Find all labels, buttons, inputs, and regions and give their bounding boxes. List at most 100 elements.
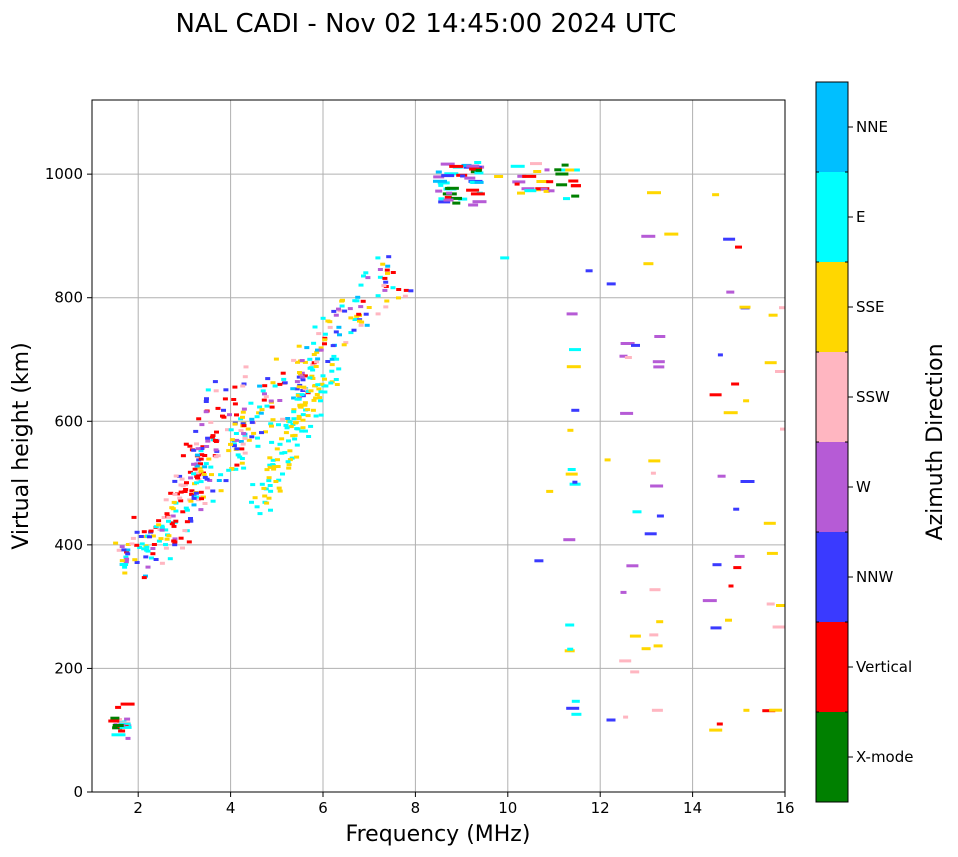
f-trace-main-mark-141 [360, 299, 366, 303]
column-14-6-mark-11 [709, 393, 722, 397]
colorbar-tick-label-1: Vertical [856, 658, 912, 676]
f-trace-main-mark-307 [280, 371, 286, 375]
f-trace-main-mark-142 [402, 294, 408, 298]
f-trace-main-mark-163 [173, 509, 179, 513]
x-tick-label-5: 12 [591, 799, 610, 817]
f-trace-main-mark-176 [166, 519, 171, 523]
f-trace-vertical-mark-66 [189, 489, 195, 493]
high-cluster-8-9-mark-15 [438, 200, 451, 204]
f-trace-vertical-mark-52 [167, 557, 173, 561]
f-trace-upper-cyan-mark-45 [279, 437, 285, 441]
f-trace-main-mark-90 [164, 512, 170, 516]
low-layer-echoes-mark-18 [118, 729, 126, 733]
f-trace-main-mark-311 [273, 357, 279, 361]
high-cluster-8-9-mark-40 [469, 180, 475, 184]
column-14-6-mark-8 [728, 584, 734, 588]
f-trace-upper-cyan-mark-65 [271, 465, 277, 469]
f-trace-main-mark-305 [237, 455, 243, 459]
high-cluster-10-11-mark-5 [510, 164, 525, 168]
column-14-6-mark-19 [735, 245, 742, 249]
f-trace-main-mark-53 [269, 424, 274, 428]
f-trace-upper-cyan-mark-63 [317, 396, 323, 400]
column-12-9-mark-15 [620, 411, 634, 415]
colorbar-segment-w [816, 442, 848, 532]
f-trace-main-mark-255 [191, 503, 197, 507]
high-cluster-10-11-mark-23 [561, 163, 569, 167]
column-12-9-mark-19 [624, 356, 632, 359]
column-11-4-mark-4 [566, 365, 581, 369]
f-trace-main-mark-132 [270, 381, 276, 385]
f-trace-main-mark-274 [116, 548, 122, 552]
f-trace-main-mark-193 [366, 306, 372, 309]
column-14-6-mark-12 [739, 305, 751, 309]
x-tick-label-6: 14 [683, 799, 702, 817]
f-trace-main-mark-188 [277, 399, 283, 402]
f-trace-main-mark-192 [322, 338, 328, 342]
high-cluster-8-9-mark-24 [474, 171, 484, 175]
f-trace-vertical-mark-83 [204, 445, 210, 448]
grid-lines [92, 100, 786, 793]
column-15-8-mark-7 [776, 604, 785, 607]
f-trace-main-mark-0 [239, 457, 245, 460]
f-trace-vertical-mark-68 [198, 462, 203, 466]
f-trace-main-mark-28 [385, 264, 391, 268]
high-cluster-10-11-mark-12 [555, 172, 569, 176]
f-trace-vertical-mark-93 [173, 519, 179, 523]
f-trace-vertical-mark-84 [212, 439, 218, 442]
f-trace-main-mark-15 [268, 422, 274, 426]
x-tick-label-7: 16 [775, 799, 794, 817]
f-trace-vertical-mark-41 [191, 448, 197, 452]
scattered-mark-7 [494, 175, 504, 178]
f-trace-main-mark-62 [206, 457, 212, 461]
f-trace-upper-cyan-mark-3 [305, 390, 311, 393]
f-trace-vertical-mark-77 [214, 430, 219, 434]
f-trace-vertical-mark-28 [178, 499, 184, 503]
f-trace-vertical-mark-94 [202, 454, 208, 457]
y-axis-ticks: 0 200 400 600 800 1000 [45, 165, 92, 801]
f-trace-main-mark-228 [123, 563, 129, 566]
f-trace-main-mark-80 [137, 546, 143, 549]
f-trace-main-mark-185 [348, 316, 354, 320]
f-trace-vertical-mark-82 [203, 400, 209, 403]
f-trace-main-mark-68 [173, 474, 179, 478]
high-cluster-10-11-mark-0 [556, 183, 568, 187]
f-trace-upper-cyan-mark-95 [336, 367, 342, 371]
column-12-9-mark-17 [620, 342, 635, 345]
f-trace-vertical-mark-44 [203, 410, 209, 414]
column-12-9-mark-20 [652, 360, 665, 364]
colorbar-tick-label-5: SSE [856, 298, 885, 316]
f-trace-upper-cyan-mark-10 [303, 429, 308, 433]
colorbar-tick-label-0: X-mode [856, 748, 913, 766]
f-trace-main-mark-126 [125, 543, 131, 546]
column-12-9-mark-9 [656, 514, 664, 518]
column-15-8-mark-1 [766, 551, 778, 555]
f-trace-upper-cyan-mark-54 [300, 418, 306, 422]
f-trace-main-mark-250 [163, 498, 169, 502]
column-14-6-mark-20 [702, 599, 717, 603]
column-12-9-mark-5 [649, 588, 661, 592]
f-trace-main-mark-88 [377, 268, 383, 271]
plot-frame [91, 99, 786, 793]
f-trace-upper-cyan-mark-23 [313, 396, 319, 400]
f-trace-vertical-mark-47 [194, 462, 200, 466]
f-trace-main-mark-72 [294, 387, 300, 391]
f-trace-main-mark-10 [130, 536, 136, 540]
f-trace-main-mark-186 [238, 429, 244, 433]
f-trace-main-mark-57 [311, 353, 317, 356]
f-trace-main-mark-106 [202, 465, 208, 469]
f-trace-main-mark-306 [322, 342, 327, 346]
f-trace-main-mark-112 [242, 451, 248, 455]
f-trace-main-mark-97 [325, 360, 331, 363]
f-trace-main-mark-290 [281, 377, 287, 381]
f-trace-main-mark-212 [188, 499, 194, 503]
f-trace-vertical-mark-63 [188, 476, 194, 480]
f-trace-vertical-mark-37 [172, 543, 178, 547]
f-trace-main-mark-99 [361, 274, 366, 278]
f-trace-main-mark-139 [208, 465, 214, 469]
f-trace-main-mark-42 [141, 547, 147, 551]
f-trace-main-mark-3 [249, 417, 255, 421]
high-cluster-8-9-mark-25 [445, 186, 451, 190]
f-trace-main-mark-265 [333, 313, 339, 317]
high-cluster-8-9-mark-38 [435, 170, 442, 174]
f-trace-main-mark-94 [384, 268, 390, 272]
